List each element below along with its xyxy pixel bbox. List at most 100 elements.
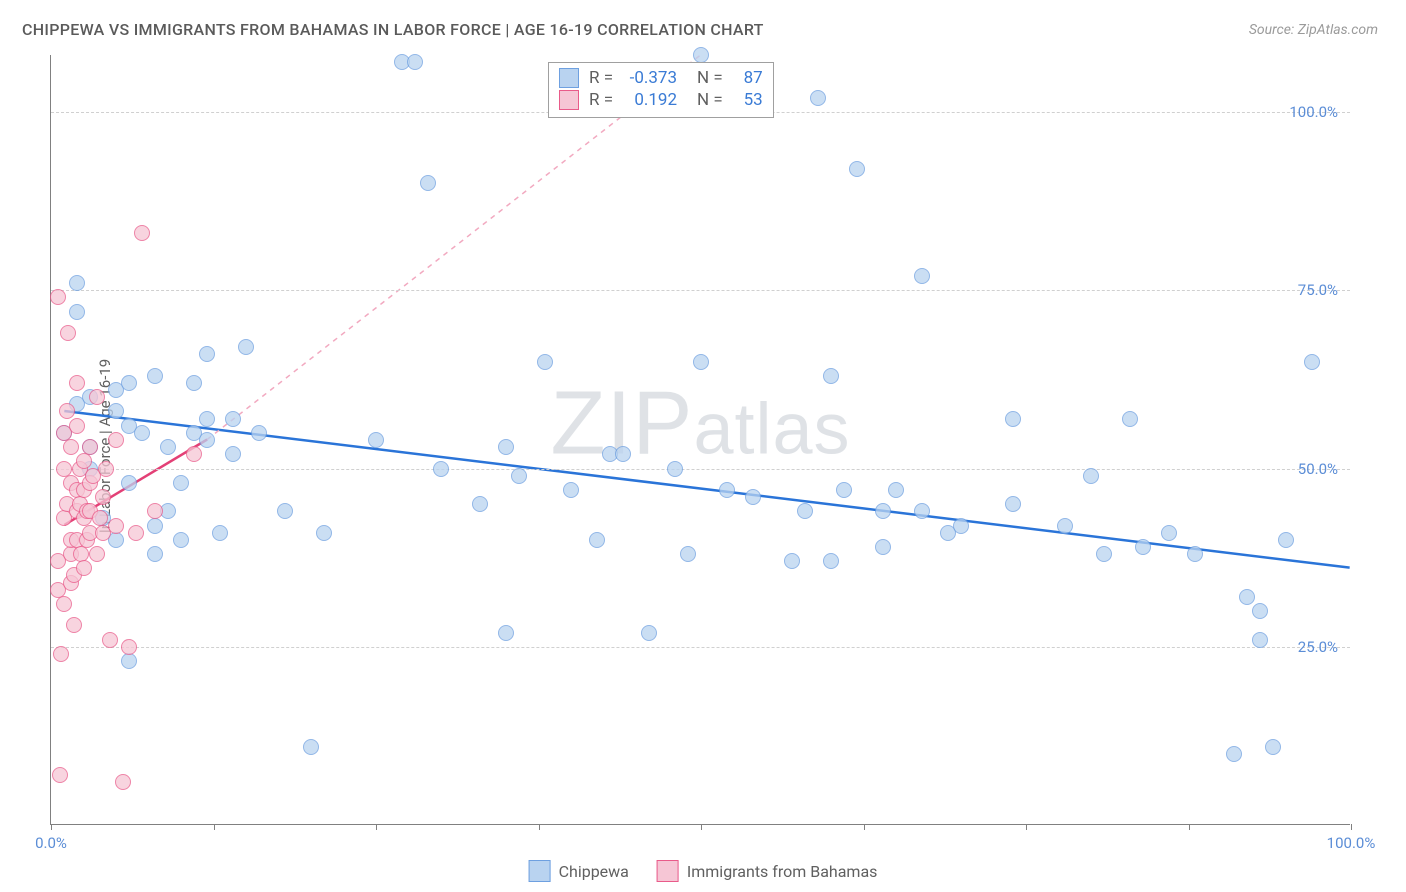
scatter-point [511,468,527,484]
scatter-point [368,432,384,448]
gridline-horizontal [51,469,1350,470]
stats-n-label: N = [697,90,723,110]
scatter-point [212,525,228,541]
scatter-point [1005,496,1021,512]
scatter-point [914,268,930,284]
scatter-point [680,546,696,562]
x-tick [214,824,215,830]
scatter-point [589,532,605,548]
scatter-point [537,354,553,370]
scatter-point [1252,603,1268,619]
scatter-point [225,446,241,462]
scatter-point [1278,532,1294,548]
scatter-point [89,389,105,405]
scatter-point [173,475,189,491]
scatter-point [121,475,137,491]
scatter-point [1304,354,1320,370]
scatter-point [69,418,85,434]
scatter-point [719,482,735,498]
scatter-point [238,339,254,355]
scatter-point [784,553,800,569]
watermark: ZIPatlas [550,373,850,476]
stats-n-value: 53 [733,90,763,110]
y-tick-label: 50.0% [1298,460,1338,478]
gridline-horizontal [51,647,1350,648]
x-tick-label: 0.0% [35,834,67,852]
scatter-point [95,489,111,505]
scatter-point [277,503,293,519]
scatter-point [1226,746,1242,762]
x-tick [1189,824,1190,830]
y-tick-label: 25.0% [1298,638,1338,656]
scatter-point [498,439,514,455]
scatter-point [121,639,137,655]
scatter-point [1135,539,1151,555]
scatter-point [147,546,163,562]
scatter-point [1096,546,1112,562]
scatter-point [472,496,488,512]
bottom-legend: Chippewa Immigrants from Bahamas [529,860,878,882]
scatter-point [693,354,709,370]
scatter-point [115,774,131,790]
scatter-point [134,425,150,441]
gridline-horizontal [51,290,1350,291]
scatter-point [76,453,92,469]
legend-label: Immigrants from Bahamas [687,862,878,881]
stats-row-bahamas: R = 0.192 N = 53 [559,89,763,111]
scatter-point [420,175,436,191]
scatter-point [199,411,215,427]
scatter-point [121,375,137,391]
scatter-point [147,518,163,534]
scatter-point [1252,632,1268,648]
scatter-point [407,54,423,70]
scatter-point [121,653,137,669]
scatter-point [63,439,79,455]
scatter-point [693,47,709,63]
scatter-point [849,161,865,177]
scatter-point [69,304,85,320]
scatter-point [1122,411,1138,427]
x-tick [701,824,702,830]
scatter-point [160,439,176,455]
legend-item-bahamas: Immigrants from Bahamas [657,860,878,882]
plot-area: ZIPatlas 25.0%50.0%75.0%100.0%0.0%100.0% [50,55,1350,825]
x-tick [376,824,377,830]
scatter-point [98,461,114,477]
scatter-point [251,425,267,441]
scatter-point [563,482,579,498]
scatter-point [147,368,163,384]
scatter-point [641,625,657,641]
stats-swatch-bahamas [559,90,579,110]
scatter-point [745,489,761,505]
scatter-point [498,625,514,641]
scatter-point [810,90,826,106]
scatter-point [823,368,839,384]
scatter-point [914,503,930,519]
scatter-point [797,503,813,519]
legend-item-chippewa: Chippewa [529,860,629,882]
scatter-point [82,439,98,455]
trend-lines-layer [51,55,1350,824]
stats-row-chippewa: R = -0.373 N = 87 [559,67,763,89]
scatter-point [303,739,319,755]
scatter-point [199,432,215,448]
x-tick-label: 100.0% [1327,834,1376,852]
scatter-point [147,503,163,519]
x-tick [864,824,865,830]
scatter-point [53,646,69,662]
scatter-point [433,461,449,477]
x-tick [1351,824,1352,830]
scatter-point [953,518,969,534]
x-tick [51,824,52,830]
scatter-point [875,503,891,519]
legend-swatch [529,860,551,882]
scatter-point [134,225,150,241]
scatter-point [108,432,124,448]
scatter-point [225,411,241,427]
legend-label: Chippewa [559,862,629,881]
y-tick-label: 75.0% [1298,281,1338,299]
stats-swatch-chippewa [559,68,579,88]
scatter-point [875,539,891,555]
scatter-point [108,403,124,419]
stats-n-value: 87 [733,68,763,88]
